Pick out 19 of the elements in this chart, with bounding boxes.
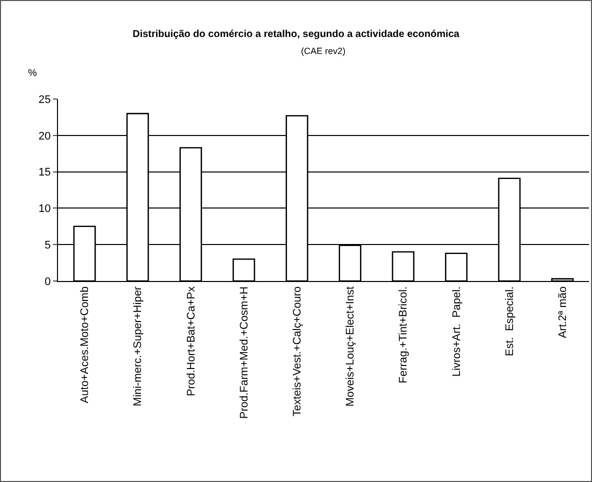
chart-title: Distribuição do comércio a retalho, segundo a actividade económica bbox=[132, 28, 460, 40]
y-tick-label: 0 bbox=[44, 276, 51, 288]
x-tick-label: Moveis+Louç+Elect+Inst bbox=[344, 286, 357, 407]
x-tick-label: Mini-merc.+Super+Hiper bbox=[132, 286, 144, 406]
x-tick-label: Auto+Aces.Moto+Comb bbox=[79, 286, 92, 404]
x-tick-label: Livros+Art. Papel. bbox=[450, 286, 463, 377]
x-tick-label: Texteis+Vest.+Calç+Couro bbox=[292, 286, 304, 416]
x-tick-label: Est. Especial. bbox=[504, 286, 516, 356]
x-tick-label: Ferrag.+Tint+Bricol. bbox=[398, 286, 410, 384]
y-tick-label: 15 bbox=[38, 166, 51, 179]
y-tick-label: 5 bbox=[44, 239, 51, 252]
y-tick-label: 25 bbox=[38, 94, 51, 106]
y-tick-label: 20 bbox=[38, 130, 51, 142]
y-tick-label: 10 bbox=[38, 203, 51, 216]
chart-subtitle: (CAE rev2) bbox=[301, 46, 346, 56]
x-tick-label: Prod.Hort+Bat+Ca+Px bbox=[185, 286, 198, 396]
x-tick-label: Art.2ª mão bbox=[557, 286, 570, 338]
x-tick-label: Prod.Farm+Med.+Cosm+H bbox=[238, 286, 250, 419]
y-axis-title: % bbox=[28, 68, 37, 79]
